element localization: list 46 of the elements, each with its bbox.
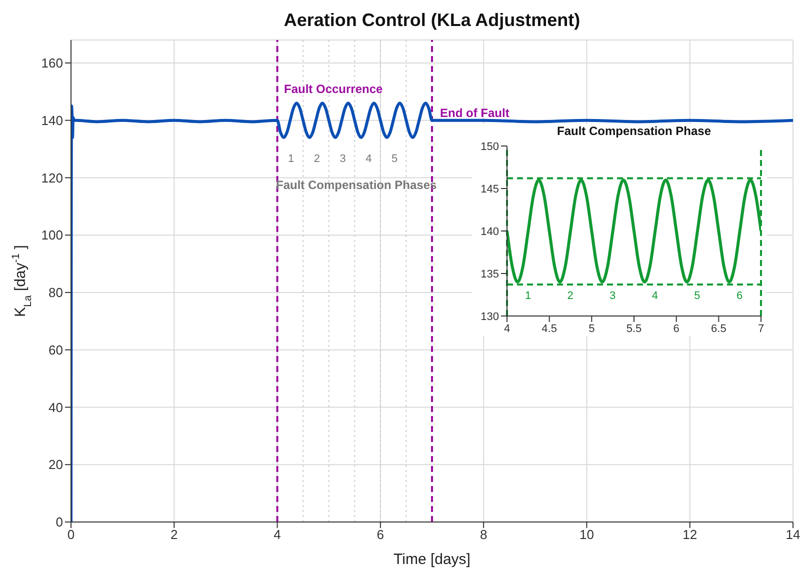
- annotation: 1: [524, 290, 532, 302]
- x-tick-label: 0: [67, 527, 75, 542]
- x-tick-label: 8: [480, 527, 488, 542]
- y-tick-label: 145: [480, 183, 499, 196]
- annotation: 4: [650, 290, 659, 302]
- y-tick-label: 120: [41, 170, 63, 186]
- x-tick-label: 6.5: [711, 322, 726, 335]
- x-tick-label: 5.5: [626, 322, 642, 335]
- annotation: Fault Compensation Phases: [276, 177, 437, 193]
- y-tick-label: 160: [41, 56, 63, 71]
- annotation: 4: [364, 153, 373, 165]
- annotation: 1: [286, 153, 296, 165]
- x-tick-label: 6: [673, 322, 680, 335]
- annotation: Fault Occurrence: [284, 81, 383, 97]
- y-tick-label: 40: [48, 400, 63, 415]
- chart-title: Fault Compensation Phase: [556, 124, 712, 138]
- annotation: 6: [735, 290, 744, 302]
- annotation: End of Fault: [440, 105, 510, 121]
- chart-title: Aeration Control (KLa Adjustment): [282, 10, 582, 31]
- annotation: 5: [693, 290, 702, 302]
- y-tick-label: 135: [480, 268, 499, 280]
- y-tick-label: 20: [48, 457, 63, 472]
- annotation: 3: [608, 290, 617, 302]
- annotation: 5: [390, 153, 399, 165]
- y-tick-label: 130: [480, 310, 499, 323]
- y-tick-label: 150: [480, 140, 499, 153]
- x-axis-title: Time [days]: [394, 551, 470, 568]
- y-tick-label: 80: [48, 285, 63, 300]
- x-tick-label: 4: [504, 322, 510, 335]
- y-tick-label: 60: [48, 342, 63, 358]
- y-tick-label: 100: [41, 228, 63, 243]
- y-tick-label: 140: [480, 226, 499, 238]
- y-tick-label: 0: [56, 514, 63, 530]
- y-tick-label: 140: [41, 112, 63, 128]
- x-tick-label: 14: [786, 527, 800, 542]
- x-tick-label: 2: [170, 527, 178, 542]
- x-tick-label: 12: [682, 527, 698, 542]
- x-tick-label: 7: [758, 322, 764, 335]
- annotation: 2: [312, 153, 321, 165]
- x-tick-label: 4.5: [542, 322, 557, 335]
- x-tick-label: 5: [588, 322, 595, 335]
- x-tick-label: 10: [579, 527, 594, 542]
- annotation: 2: [566, 290, 574, 302]
- x-tick-label: 4: [274, 527, 281, 542]
- x-tick-label: 6: [376, 527, 384, 542]
- annotation: 3: [338, 153, 347, 165]
